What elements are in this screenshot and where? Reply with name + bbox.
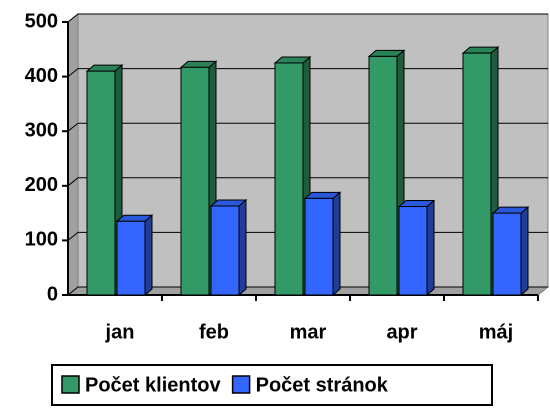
x-tick-label: apr [386,321,417,343]
legend-swatch [61,375,80,394]
bar-top [209,199,248,207]
y-tick-label: 400 [25,65,58,87]
bar-top [461,46,500,54]
bar-side [332,191,341,297]
legend-label: Počet stránok [256,374,389,396]
legend-swatch [231,375,251,394]
y-tick-label: 300 [25,119,58,141]
bar-top [397,200,436,208]
bar-top [367,49,406,57]
bar [304,197,334,296]
y-tick-label: 200 [25,174,58,196]
x-tick-label: jan [105,321,135,343]
bar-top [85,64,124,72]
bar-side [144,214,153,297]
bar-top [273,56,312,64]
bar [116,220,146,296]
x-tick-label: máj [479,321,513,343]
legend [51,364,493,406]
grid-line [67,13,548,23]
bar [274,62,304,296]
bar-top [491,206,530,214]
y-tick-label: 500 [25,10,58,32]
bar [86,70,116,296]
y-tick-label: 0 [47,283,58,305]
bar [462,52,492,296]
bar-top [115,214,154,222]
bar-top [179,60,218,68]
legend-label: Počet klientov [85,374,221,396]
bar-top [303,191,342,199]
x-tick-label: feb [199,321,229,343]
bar [398,206,428,296]
side-wall [67,12,79,297]
bar [210,205,240,296]
bar [180,66,210,296]
bar [368,55,398,296]
x-tick-label: mar [290,321,327,343]
bar-side [426,199,435,297]
bar [492,212,522,296]
y-tick-label: 100 [25,229,58,251]
bar-side [238,198,247,297]
bar-side [520,206,529,297]
